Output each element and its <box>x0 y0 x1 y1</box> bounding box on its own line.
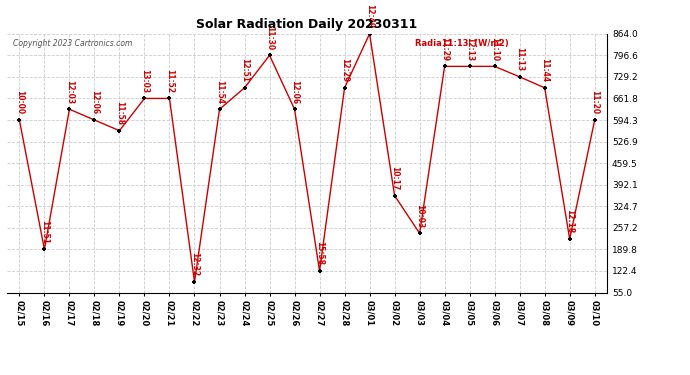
Point <box>439 63 450 69</box>
Text: 11:20: 11:20 <box>590 90 599 114</box>
Point <box>264 52 275 58</box>
Point <box>239 85 250 91</box>
Text: 11:29: 11:29 <box>440 37 449 61</box>
Text: 10:03: 10:03 <box>415 204 424 228</box>
Point <box>89 117 100 123</box>
Text: 11:10: 11:10 <box>490 37 499 61</box>
Text: 13:03: 13:03 <box>140 69 149 93</box>
Point <box>389 193 400 199</box>
Text: 12:03: 12:03 <box>65 80 74 104</box>
Point <box>489 63 500 69</box>
Point <box>589 117 600 123</box>
Point <box>539 85 550 91</box>
Text: 12:13: 12:13 <box>465 37 474 61</box>
Point <box>514 74 525 80</box>
Text: 10:00: 10:00 <box>15 90 24 114</box>
Text: 12:32: 12:32 <box>190 252 199 276</box>
Text: 12:49: 12:49 <box>365 4 374 28</box>
Point <box>314 268 325 274</box>
Text: 11:52: 11:52 <box>165 69 174 93</box>
Title: Solar Radiation Daily 20230311: Solar Radiation Daily 20230311 <box>197 18 417 31</box>
Point <box>114 128 125 134</box>
Point <box>164 95 175 101</box>
Point <box>64 106 75 112</box>
Text: 12:29: 12:29 <box>340 58 349 82</box>
Point <box>339 85 350 91</box>
Point <box>214 106 225 112</box>
Text: 11:54: 11:54 <box>215 80 224 104</box>
Point <box>39 246 50 252</box>
Text: 11:30: 11:30 <box>265 26 274 50</box>
Point <box>564 236 575 242</box>
Text: 11:58: 11:58 <box>115 101 124 125</box>
Text: Copyright 2023 Cartronics.com: Copyright 2023 Cartronics.com <box>13 39 132 48</box>
Text: 12:18: 12:18 <box>565 209 574 234</box>
Text: 15:58: 15:58 <box>315 242 324 266</box>
Text: 11:51: 11:51 <box>40 220 49 244</box>
Text: 11:13: 11:13 <box>515 47 524 71</box>
Point <box>189 279 200 285</box>
Point <box>464 63 475 69</box>
Point <box>414 230 425 236</box>
Point <box>289 106 300 112</box>
Text: 11:44: 11:44 <box>540 58 549 82</box>
Text: 10:17: 10:17 <box>390 166 399 190</box>
Text: 12:06: 12:06 <box>90 90 99 114</box>
Text: 12:51: 12:51 <box>240 58 249 82</box>
Point <box>14 117 25 123</box>
Point <box>139 95 150 101</box>
Text: Radia11:13  (W/m2): Radia11:13 (W/m2) <box>415 39 509 48</box>
Point <box>364 31 375 37</box>
Text: 12:06: 12:06 <box>290 80 299 104</box>
